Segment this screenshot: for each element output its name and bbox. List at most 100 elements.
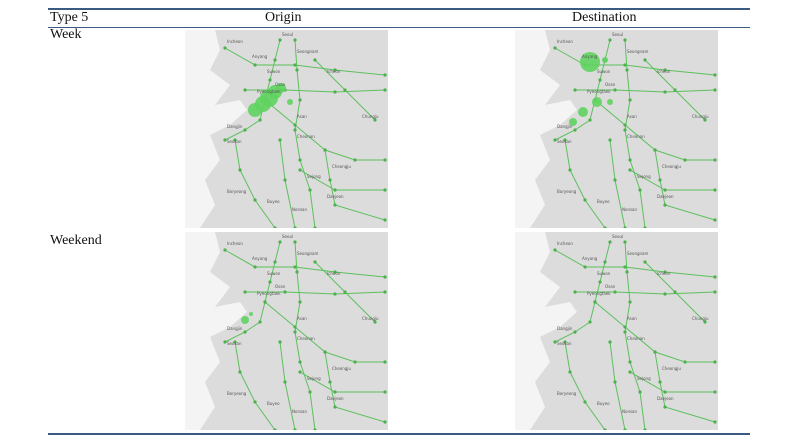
station xyxy=(713,290,717,294)
station xyxy=(703,320,707,324)
map-label: Sejong xyxy=(307,174,321,179)
map-label: Daejeon xyxy=(327,396,344,401)
station xyxy=(663,188,667,192)
map-label: Daejeon xyxy=(657,396,674,401)
station xyxy=(253,63,257,67)
station xyxy=(623,226,627,228)
station xyxy=(383,73,387,77)
station xyxy=(713,158,717,162)
station xyxy=(373,320,377,324)
station xyxy=(298,158,302,162)
station xyxy=(703,118,707,122)
station xyxy=(625,68,629,72)
station xyxy=(295,68,299,72)
map-label: Asan xyxy=(297,316,307,321)
route xyxy=(245,291,386,295)
station xyxy=(273,260,277,264)
map-label: Seoul xyxy=(282,234,293,239)
station xyxy=(643,260,647,264)
station xyxy=(298,300,302,304)
station xyxy=(268,78,272,82)
flow-bubble xyxy=(287,99,293,105)
station xyxy=(628,98,632,102)
station xyxy=(253,198,257,202)
station xyxy=(333,270,337,274)
station xyxy=(573,128,577,132)
station xyxy=(293,128,297,132)
map-label: Cheonan xyxy=(627,336,645,341)
map-label: Chungju xyxy=(692,316,709,321)
header-cell: Destination xyxy=(572,10,637,25)
map-label: Boryeong xyxy=(557,391,577,396)
station xyxy=(643,58,647,62)
station xyxy=(653,148,657,152)
map-label: Suwon xyxy=(597,271,611,276)
bay xyxy=(215,100,247,125)
station xyxy=(623,325,627,329)
station xyxy=(625,270,629,274)
station xyxy=(383,218,387,222)
map-label: Icheon xyxy=(327,69,341,74)
station xyxy=(663,203,667,207)
map-label: Sejong xyxy=(637,376,651,381)
station xyxy=(608,38,612,42)
station xyxy=(553,248,557,252)
station xyxy=(295,270,299,274)
station xyxy=(273,428,277,430)
station xyxy=(588,118,592,122)
station xyxy=(243,128,247,132)
flow-bubble xyxy=(580,52,600,72)
station xyxy=(273,58,277,62)
station xyxy=(323,148,327,152)
station xyxy=(643,428,647,430)
station xyxy=(383,188,387,192)
map-label: Chungju xyxy=(692,114,709,119)
station xyxy=(353,158,357,162)
station xyxy=(713,360,717,364)
station xyxy=(333,405,337,409)
map-label: Anyang xyxy=(582,256,598,261)
map-label: Seoul xyxy=(282,32,293,37)
station xyxy=(598,78,602,82)
flow-bubble xyxy=(578,107,588,117)
map-label: Nonsan xyxy=(292,409,308,414)
flow-bubble xyxy=(249,312,253,316)
station xyxy=(623,123,627,127)
map-label: Icheon xyxy=(657,271,671,276)
station xyxy=(293,325,297,329)
station xyxy=(263,300,267,304)
station xyxy=(278,340,282,344)
station xyxy=(713,188,717,192)
map-label: Nonsan xyxy=(622,207,638,212)
station xyxy=(283,380,287,384)
station xyxy=(383,158,387,162)
map-label: Seosan xyxy=(227,139,242,144)
map-label: Seongnam xyxy=(297,251,319,256)
station xyxy=(373,118,377,122)
map-label: Cheonan xyxy=(627,134,645,139)
map-label: Dangjin xyxy=(557,326,573,331)
station xyxy=(583,265,587,269)
flow-bubble xyxy=(276,83,286,93)
station xyxy=(573,330,577,334)
map-label: Suwon xyxy=(267,69,281,74)
station xyxy=(298,98,302,102)
station xyxy=(333,390,337,394)
station xyxy=(293,240,297,244)
station xyxy=(313,226,317,228)
map-label: Nonsan xyxy=(292,207,308,212)
station xyxy=(298,360,302,364)
station xyxy=(583,198,587,202)
map-label: Sejong xyxy=(637,174,651,179)
map: Seoul Incheon Anyang Seongnam Suwon Osan Pyeon… xyxy=(185,30,388,228)
station xyxy=(223,340,227,344)
station xyxy=(638,188,642,192)
station xyxy=(598,280,602,284)
station xyxy=(663,390,667,394)
station xyxy=(328,380,332,384)
station xyxy=(238,370,242,374)
station xyxy=(573,88,577,92)
station xyxy=(658,178,662,182)
map-label: Seosan xyxy=(557,139,572,144)
station xyxy=(638,390,642,394)
